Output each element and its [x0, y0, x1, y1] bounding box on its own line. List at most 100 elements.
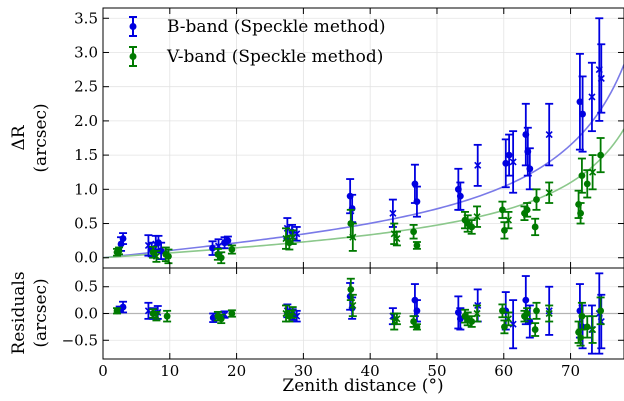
top-v-x-marker	[393, 235, 401, 243]
top-v-dot-marker	[583, 180, 591, 188]
top-v-point	[227, 244, 236, 255]
bot-v-x-marker	[393, 315, 401, 323]
top-v-x-marker	[349, 233, 357, 241]
top-b-point	[119, 232, 128, 245]
bot-b-x-marker	[509, 320, 517, 328]
bot-v-point	[392, 312, 401, 326]
legend-entry-b-band: B-band (Speckle method)	[129, 16, 385, 37]
top-v-point	[115, 246, 124, 256]
bot-v-point	[113, 307, 122, 315]
bot-b-point	[454, 295, 463, 330]
bot-v-dot-marker	[410, 318, 417, 325]
top-v-x-marker	[289, 233, 297, 241]
top-v-dot-marker	[165, 252, 172, 260]
xtick-label: 50	[427, 362, 446, 380]
bot-v-dot-marker	[499, 307, 506, 315]
top-v-dot-marker	[577, 209, 584, 217]
bot-v-x-marker	[349, 301, 357, 310]
bot-v-point	[412, 323, 421, 331]
top-b-dot-marker	[505, 151, 513, 159]
top-b-dot-marker	[411, 180, 419, 188]
top-v-point	[500, 221, 509, 240]
bot-v-dot-marker	[578, 312, 586, 320]
bot-v-point	[504, 311, 513, 327]
bot-v-point	[463, 311, 472, 327]
top-ytick-label: 2.0	[74, 112, 98, 130]
bot-ytick-label: −0.5	[62, 331, 98, 349]
bot-ytick-label: 0.0	[74, 305, 98, 323]
bot-b-point	[509, 299, 518, 350]
bot-v-point	[531, 322, 540, 337]
top-b-dot-marker	[456, 192, 464, 200]
bot-v-x-marker	[545, 309, 553, 318]
legend-v-label: V-band (Speckle method)	[166, 47, 383, 67]
top-v-point	[531, 217, 540, 237]
top-v-point	[532, 188, 541, 211]
top-ylabel-line1: ΔR	[9, 124, 29, 150]
top-v-point	[348, 222, 357, 252]
top-v-point	[588, 154, 597, 191]
top-v-dot-marker	[285, 239, 293, 247]
top-ytick-label: 1.5	[74, 146, 98, 164]
top-v-x-marker	[473, 213, 481, 221]
xtick-label: 70	[561, 362, 580, 380]
bot-b-point	[292, 309, 301, 323]
top-v-point	[504, 210, 513, 230]
top-v-dot-marker	[597, 151, 605, 159]
bot-b-point	[525, 304, 534, 339]
top-ytick-label: 2.5	[74, 78, 98, 96]
bot-v-point	[163, 309, 172, 323]
top-ytick-label: 0.0	[74, 249, 98, 267]
bot-v-dot-marker	[523, 310, 531, 317]
top-x-ticks	[102, 8, 572, 268]
xtick-label: 10	[160, 362, 179, 380]
legend: B-band (Speckle method) V-band (Speckle …	[129, 16, 385, 67]
bot-v-dot-marker	[347, 286, 355, 293]
top-b-point	[545, 102, 554, 167]
bot-v-dot-marker	[531, 326, 539, 333]
top-b-dot-marker	[579, 110, 586, 118]
top-v-x-marker	[152, 252, 161, 260]
top-b-point	[597, 43, 606, 114]
bottom-ylabel-line1: Residuals	[9, 271, 29, 354]
top-b-point	[388, 198, 397, 228]
top-b-point	[208, 240, 217, 256]
bot-v-point	[545, 304, 554, 323]
top-v-dot-marker	[531, 223, 539, 231]
top-v-point	[467, 219, 476, 235]
bot-v-point	[346, 277, 355, 302]
top-b-point	[456, 181, 465, 211]
bot-b-point	[456, 307, 465, 331]
xtick-label: 30	[294, 362, 313, 380]
top-v-point	[288, 229, 297, 245]
bot-v-x-marker	[473, 309, 481, 318]
bot-v-dot-marker	[577, 334, 584, 341]
top-b-dot-marker	[502, 159, 510, 167]
top-b-dot-marker	[526, 165, 534, 173]
top-b-point	[473, 143, 482, 187]
xtick-label: 0	[98, 362, 108, 380]
top-b-dot-marker	[348, 205, 356, 212]
bot-b-dot-marker	[522, 296, 530, 304]
top-v-dot-marker	[115, 247, 123, 255]
bot-v-x-marker	[152, 312, 161, 320]
top-b-x-marker	[474, 161, 482, 169]
xtick-label: 20	[227, 362, 246, 380]
top-ytick-label: 3.5	[74, 9, 98, 27]
top-b-dot-marker	[413, 198, 421, 206]
top-ytick-label: 1.0	[74, 180, 98, 198]
bottom-data-points	[113, 272, 606, 355]
bot-v-point	[152, 310, 161, 322]
legend-v-marker	[129, 53, 137, 60]
top-v-dot-marker	[410, 228, 417, 236]
top-v-x-marker	[545, 189, 553, 197]
xtick-label: 40	[361, 362, 380, 380]
top-v-dot-marker	[533, 196, 540, 203]
bot-v-x-marker	[504, 315, 513, 323]
top-b-x-marker	[588, 93, 596, 101]
bottom-axes-border	[102, 267, 624, 360]
legend-b-marker	[129, 23, 137, 30]
bot-v-point	[577, 301, 586, 331]
bot-v-dot-marker	[533, 307, 540, 315]
